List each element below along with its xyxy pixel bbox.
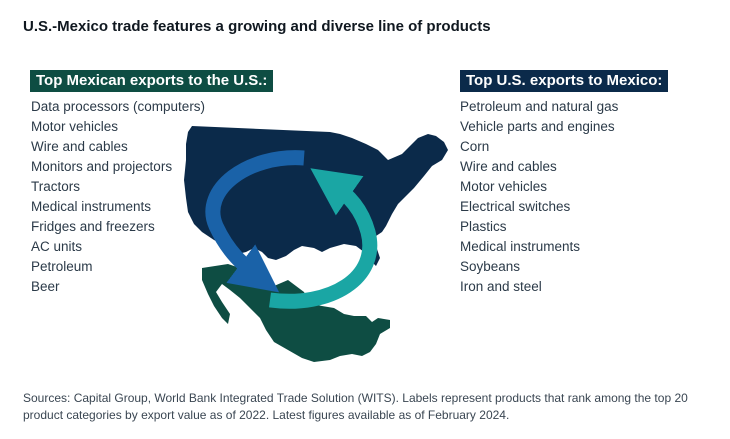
us-exports-column: Top U.S. exports to Mexico: Petroleum an…	[460, 70, 669, 297]
list-item: Wire and cables	[460, 159, 557, 174]
list-item: Fridges and freezers	[31, 219, 155, 234]
list-item: Electrical switches	[460, 199, 571, 214]
list-item: Petroleum	[31, 259, 93, 274]
list-item: Petroleum and natural gas	[460, 99, 619, 114]
list-item: Beer	[31, 279, 60, 294]
mexican-exports-heading: Top Mexican exports to the U.S.:	[30, 70, 274, 92]
us-exports-list: Petroleum and natural gas Vehicle parts …	[460, 97, 668, 297]
list-item: AC units	[31, 239, 83, 254]
list-item: Data processors (computers)	[31, 99, 206, 114]
mexican-exports-column: Top Mexican exports to the U.S.: Data pr…	[30, 70, 274, 297]
us-exports-heading: Top U.S. exports to Mexico:	[460, 70, 669, 92]
list-item: Motor vehicles	[460, 179, 548, 194]
list-item: Monitors and projectors	[31, 159, 173, 174]
list-item: Tractors	[31, 179, 81, 194]
mexico-to-us-arrow-icon	[205, 150, 305, 293]
mexican-exports-list: Data processors (computers) Motor vehicl…	[31, 97, 273, 297]
list-item: Soybeans	[460, 259, 521, 274]
list-item: Vehicle parts and engines	[460, 119, 615, 134]
page-title: U.S.-Mexico trade features a growing and…	[23, 18, 491, 35]
trade-map-diagram	[184, 126, 448, 362]
list-item: Corn	[460, 139, 490, 154]
sources-note: Sources: Capital Group, World Bank Integ…	[23, 391, 688, 422]
list-item: Plastics	[460, 219, 507, 234]
list-item: Wire and cables	[31, 139, 128, 154]
list-item: Medical instruments	[31, 199, 152, 214]
list-item: Medical instruments	[460, 239, 581, 254]
us-to-mexico-arrow-icon	[269, 168, 378, 309]
list-item: Iron and steel	[460, 279, 542, 294]
list-item: Motor vehicles	[31, 119, 119, 134]
